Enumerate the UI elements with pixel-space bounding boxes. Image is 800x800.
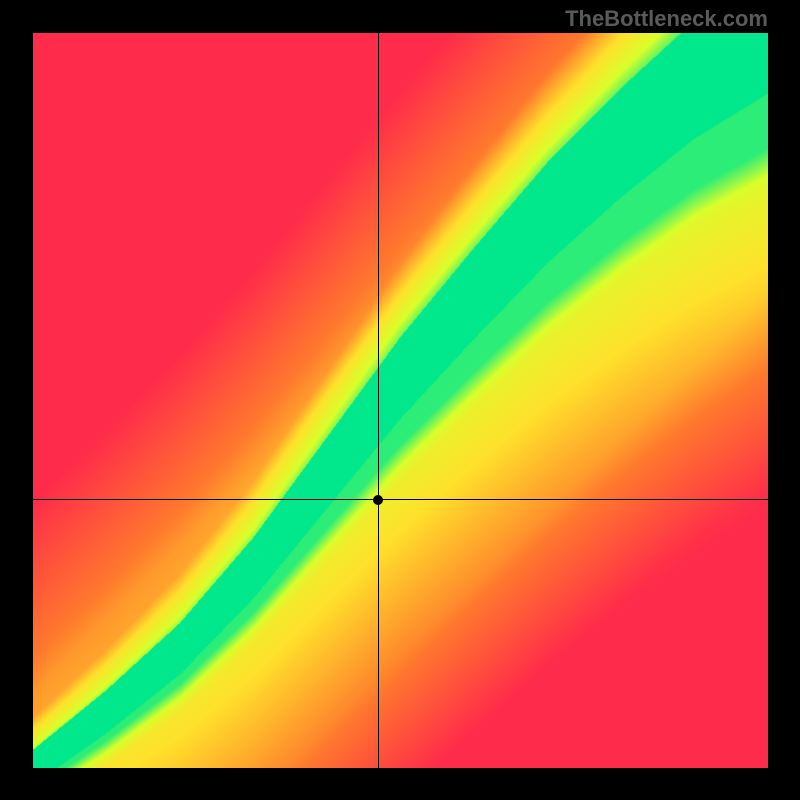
heatmap-canvas: [33, 33, 768, 768]
crosshair-horizontal: [33, 499, 768, 500]
watermark-text: TheBottleneck.com: [565, 6, 768, 32]
crosshair-vertical: [378, 33, 379, 768]
marker-dot[interactable]: [373, 495, 383, 505]
bottleneck-heatmap: [33, 33, 768, 768]
